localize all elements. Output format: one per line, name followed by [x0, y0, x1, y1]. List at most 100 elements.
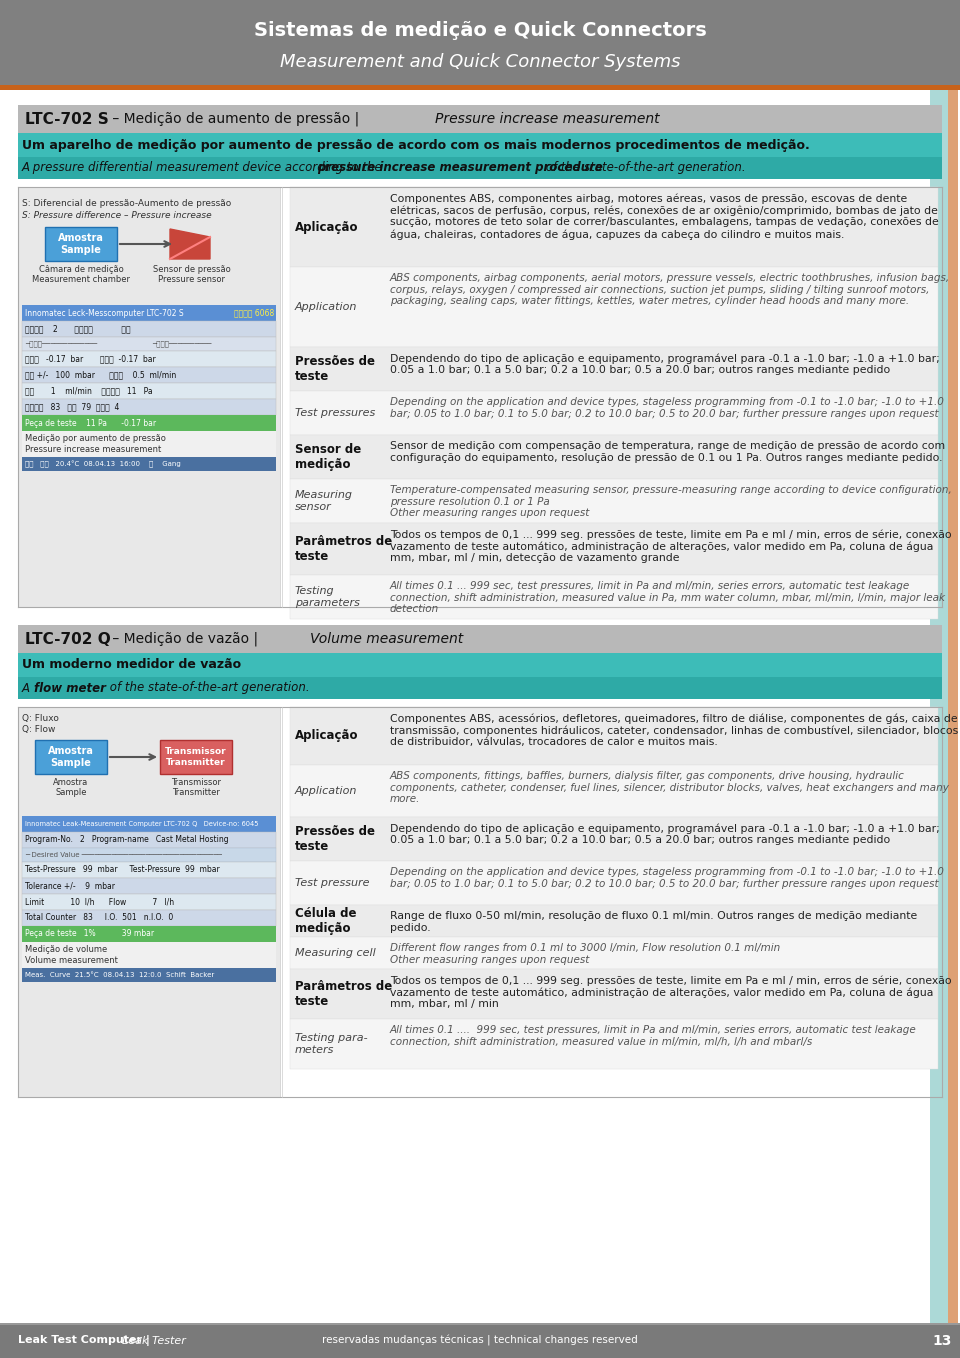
Text: Todos os tempos de 0,1 ... 999 seg. pressões de teste, limite em Pa e ml / min, : Todos os tempos de 0,1 ... 999 seg. pres… — [390, 530, 951, 564]
Bar — [290, 818, 938, 861]
Text: Todos os tempos de 0,1 ... 999 seg. pressões de teste, limite em Pa e ml / min, : Todos os tempos de 0,1 ... 999 seg. pres… — [390, 975, 951, 1009]
Text: Limit           10  l/h      Flow           7   l/h: Limit 10 l/h Flow 7 l/h — [25, 898, 174, 907]
Bar — [948, 90, 958, 1323]
Bar — [18, 158, 942, 179]
Text: Depending on the application and device types, stageless programming from -0.1 t: Depending on the application and device … — [390, 397, 944, 418]
Bar — [18, 625, 942, 653]
Text: Amostra
Sample: Amostra Sample — [58, 234, 104, 255]
Text: ─实际值──────────: ─实际值────────── — [152, 341, 211, 348]
Text: ─理论值─────────────: ─理论值───────────── — [25, 341, 97, 348]
Bar — [22, 847, 276, 862]
Bar — [22, 320, 276, 337]
Bar — [22, 350, 276, 367]
Text: – Medição de aumento de pressão |: – Medição de aumento de pressão | — [108, 111, 364, 126]
Bar — [290, 348, 938, 391]
Text: Amostra
Sample: Amostra Sample — [48, 746, 94, 767]
Bar — [290, 970, 938, 1018]
Text: reservadas mudanças técnicas | technical changes reserved: reservadas mudanças técnicas | technical… — [323, 1335, 637, 1347]
Text: Leak Test Computer |: Leak Test Computer | — [18, 1335, 154, 1347]
Text: of the state-of-the-art generation.: of the state-of-the-art generation. — [106, 682, 310, 694]
Text: Um moderno medidor de vazão: Um moderno medidor de vazão — [22, 659, 241, 671]
Bar — [290, 435, 938, 479]
Text: Innomatec Leck-Messcomputer LTC-702 S: Innomatec Leck-Messcomputer LTC-702 S — [25, 308, 183, 318]
Text: Leak Tester: Leak Tester — [122, 1336, 186, 1346]
Text: Pressões de
teste: Pressões de teste — [295, 826, 375, 853]
Bar — [290, 187, 938, 268]
Text: Dependendo do tipo de aplicação e equipamento, programável para -0.1 a -1.0 bar;: Dependendo do tipo de aplicação e equipa… — [390, 823, 940, 845]
Text: S: Diferencial de pressão-Aumento de pressão: S: Diferencial de pressão-Aumento de pre… — [22, 200, 231, 209]
Bar — [18, 133, 942, 158]
Text: S: Pressure difference – Pressure increase: S: Pressure difference – Pressure increa… — [22, 212, 211, 220]
Text: Um aparelho de medição por aumento de pressão de acordo com os mais modernos pro: Um aparelho de medição por aumento de pr… — [22, 139, 809, 152]
Bar — [0, 1323, 960, 1325]
Text: Total Counter   83     I.O.  501   n.I.O.  0: Total Counter 83 I.O. 501 n.I.O. 0 — [25, 914, 173, 922]
Bar — [18, 653, 942, 678]
Bar — [290, 937, 938, 970]
Bar — [22, 337, 276, 350]
Bar — [290, 574, 938, 619]
Text: Measuring cell: Measuring cell — [295, 948, 375, 957]
Text: Program-No.   2   Program-name   Cast Metal Hosting: Program-No. 2 Program-name Cast Metal Ho… — [25, 835, 228, 845]
Text: 测试压   -0.17  bar       测试压  -0.17  bar: 测试压 -0.17 bar 测试压 -0.17 bar — [25, 354, 156, 364]
Text: Medição por aumento de pressão
Pressure increase measurement: Medição por aumento de pressão Pressure … — [25, 435, 166, 454]
Text: LTC-702 Q: LTC-702 Q — [25, 631, 110, 646]
Text: Pressure increase measurement: Pressure increase measurement — [435, 111, 660, 126]
Bar — [45, 227, 117, 261]
Bar — [22, 894, 276, 910]
Text: Aplicação: Aplicação — [295, 729, 358, 743]
Text: A pressure differential measurement device according to the: A pressure differential measurement devi… — [22, 162, 387, 174]
Text: Measuring
sensor: Measuring sensor — [295, 490, 353, 512]
Text: Componentes ABS, componentes airbag, motores aéreas, vasos de pressão, escovas d: Componentes ABS, componentes airbag, mot… — [390, 193, 939, 239]
Text: 13: 13 — [932, 1334, 951, 1348]
Bar — [930, 90, 948, 1323]
Text: ─ Desired Value ─────────────────────────────────: ─ Desired Value ────────────────────────… — [25, 851, 222, 858]
Text: Different flow ranges from 0.1 ml to 3000 l/min, Flow resolution 0.1 ml/min
Othe: Different flow ranges from 0.1 ml to 300… — [390, 942, 780, 964]
Bar — [290, 268, 938, 348]
Bar — [22, 399, 276, 416]
Bar — [18, 708, 280, 1097]
Bar — [290, 479, 938, 523]
Bar — [22, 430, 276, 458]
Text: 仪器编号 6068: 仪器编号 6068 — [233, 308, 274, 318]
Text: 总的部分   83   正常  79  不正常  4: 总的部分 83 正常 79 不正常 4 — [25, 402, 119, 411]
Text: Dependendo do tipo de aplicação e equipamento, programável para -0.1 a -1.0 bar;: Dependendo do tipo de aplicação e equipa… — [390, 353, 940, 375]
Bar — [0, 86, 960, 90]
Bar — [22, 832, 276, 847]
Text: Sensor de
medição: Sensor de medição — [295, 443, 361, 471]
Bar — [290, 861, 938, 904]
Text: Peça de teste   1%           39 mbar: Peça de teste 1% 39 mbar — [25, 929, 155, 938]
Text: Q: Fluxo
Q: Flow: Q: Fluxo Q: Flow — [22, 714, 59, 733]
Bar — [35, 740, 107, 774]
Text: Amostra
Sample: Amostra Sample — [54, 778, 88, 797]
Bar — [290, 1018, 938, 1069]
Text: pressure increase measurement procedure: pressure increase measurement procedure — [317, 162, 603, 174]
Text: Parâmetros de
teste: Parâmetros de teste — [295, 535, 393, 564]
Bar — [22, 306, 276, 320]
Text: Célula de
medição: Célula de medição — [295, 907, 356, 936]
Bar — [290, 523, 938, 574]
Text: 底限       1    ml/min    压力下降   11   Pa: 底限 1 ml/min 压力下降 11 Pa — [25, 387, 153, 395]
Text: Application: Application — [295, 301, 357, 312]
Text: Câmara de medição
Measurement chamber: Câmara de medição Measurement chamber — [32, 265, 130, 284]
Text: Volume measurement: Volume measurement — [310, 631, 464, 646]
Bar — [22, 367, 276, 383]
Text: of the state-of-the-art generation.: of the state-of-the-art generation. — [542, 162, 746, 174]
Bar — [22, 816, 276, 832]
Bar — [160, 740, 232, 774]
Text: Sensor de pressão
Pressure sensor: Sensor de pressão Pressure sensor — [154, 265, 230, 284]
Text: Application: Application — [295, 786, 357, 796]
Text: Transmissor
Transmitter: Transmissor Transmitter — [165, 747, 227, 767]
Text: – Medição de vazão |: – Medição de vazão | — [108, 631, 262, 646]
Text: Tolerance +/-    9  mbar: Tolerance +/- 9 mbar — [25, 881, 115, 891]
Bar — [22, 910, 276, 926]
Text: Transmissor
Transmitter: Transmissor Transmitter — [171, 778, 221, 797]
Bar — [290, 708, 938, 765]
Bar — [22, 879, 276, 894]
Text: Range de fluxo 0-50 ml/min, resolução de fluxo 0.1 ml/min. Outros ranges de medi: Range de fluxo 0-50 ml/min, resolução de… — [390, 911, 917, 933]
Text: flow meter: flow meter — [34, 682, 106, 694]
Text: Peça de teste    11 Pa      -0.17 bar: Peça de teste 11 Pa -0.17 bar — [25, 418, 156, 428]
Text: Test-Pressure   99  mbar     Test-Pressure  99  mbar: Test-Pressure 99 mbar Test-Pressure 99 m… — [25, 865, 220, 875]
Bar — [18, 187, 280, 607]
Text: Aplicação: Aplicação — [295, 220, 358, 234]
Bar — [290, 765, 938, 818]
